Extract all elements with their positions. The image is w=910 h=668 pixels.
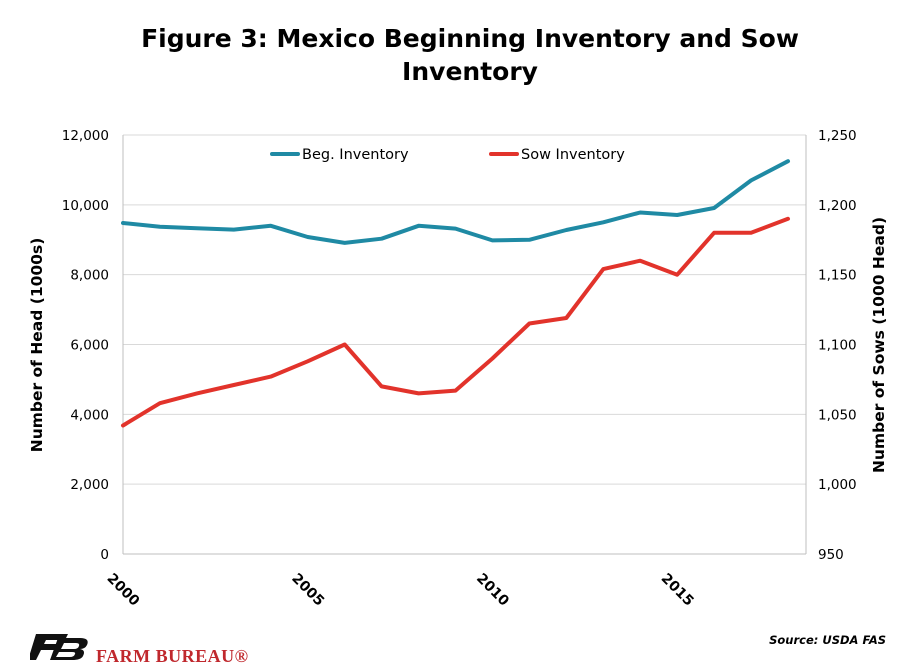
y-tick-label-left: 10,000 bbox=[62, 198, 109, 214]
fb-logo-icon bbox=[30, 634, 88, 660]
source-note: Source: USDA FAS bbox=[769, 633, 886, 647]
y-tick-label-right: 1,250 bbox=[818, 128, 857, 144]
y-tick-label-right: 950 bbox=[818, 547, 844, 563]
right-axis-ticks: 950 1,000 1,050 1,100 1,150 1,200 1,250 bbox=[818, 128, 857, 563]
y-tick-label-right: 1,150 bbox=[818, 268, 857, 284]
y-tick-label-left: 12,000 bbox=[62, 128, 109, 144]
legend-label: Sow Inventory bbox=[521, 147, 625, 163]
y-tick-label-left: 8,000 bbox=[70, 268, 109, 284]
y-tick-label-left: 0 bbox=[100, 547, 109, 563]
x-tick-label: 2015 bbox=[658, 571, 697, 610]
y-tick-label-left: 6,000 bbox=[70, 338, 109, 354]
y-tick-label-left: 4,000 bbox=[70, 407, 109, 423]
y-tick-label-right: 1,100 bbox=[818, 338, 857, 354]
axes bbox=[122, 135, 807, 555]
x-tick-label: 2000 bbox=[104, 571, 143, 610]
y-tick-label-right: 1,200 bbox=[818, 198, 857, 214]
series-lines bbox=[121, 159, 790, 428]
series-line-0 bbox=[121, 159, 790, 245]
y-tick-label-left: 2,000 bbox=[70, 477, 109, 493]
legend: Beg. Inventory Sow Inventory bbox=[270, 147, 625, 163]
y-axis-label-left: Number of Head (1000s) bbox=[28, 238, 46, 453]
x-tick-label: 2010 bbox=[473, 571, 512, 610]
farm-bureau-logo bbox=[30, 626, 250, 666]
left-axis-ticks: 0 2,000 4,000 6,000 8,000 10,000 12,000 bbox=[62, 128, 109, 563]
series-line-1 bbox=[121, 216, 790, 428]
y-tick-label-right: 1,050 bbox=[818, 407, 857, 423]
legend-label: Beg. Inventory bbox=[302, 147, 409, 163]
x-axis-ticks: 2000 2005 2010 2015 bbox=[104, 571, 697, 610]
x-tick-label: 2005 bbox=[288, 571, 327, 610]
y-axis-label-right: Number of Sows (1000 Head) bbox=[870, 217, 888, 473]
chart-title: Figure 3: Mexico Beginning Inventory and… bbox=[141, 24, 799, 86]
y-tick-label-right: 1,000 bbox=[818, 477, 857, 493]
gridlines bbox=[123, 134, 806, 485]
brand-name: FARM BUREAU® bbox=[96, 646, 249, 666]
